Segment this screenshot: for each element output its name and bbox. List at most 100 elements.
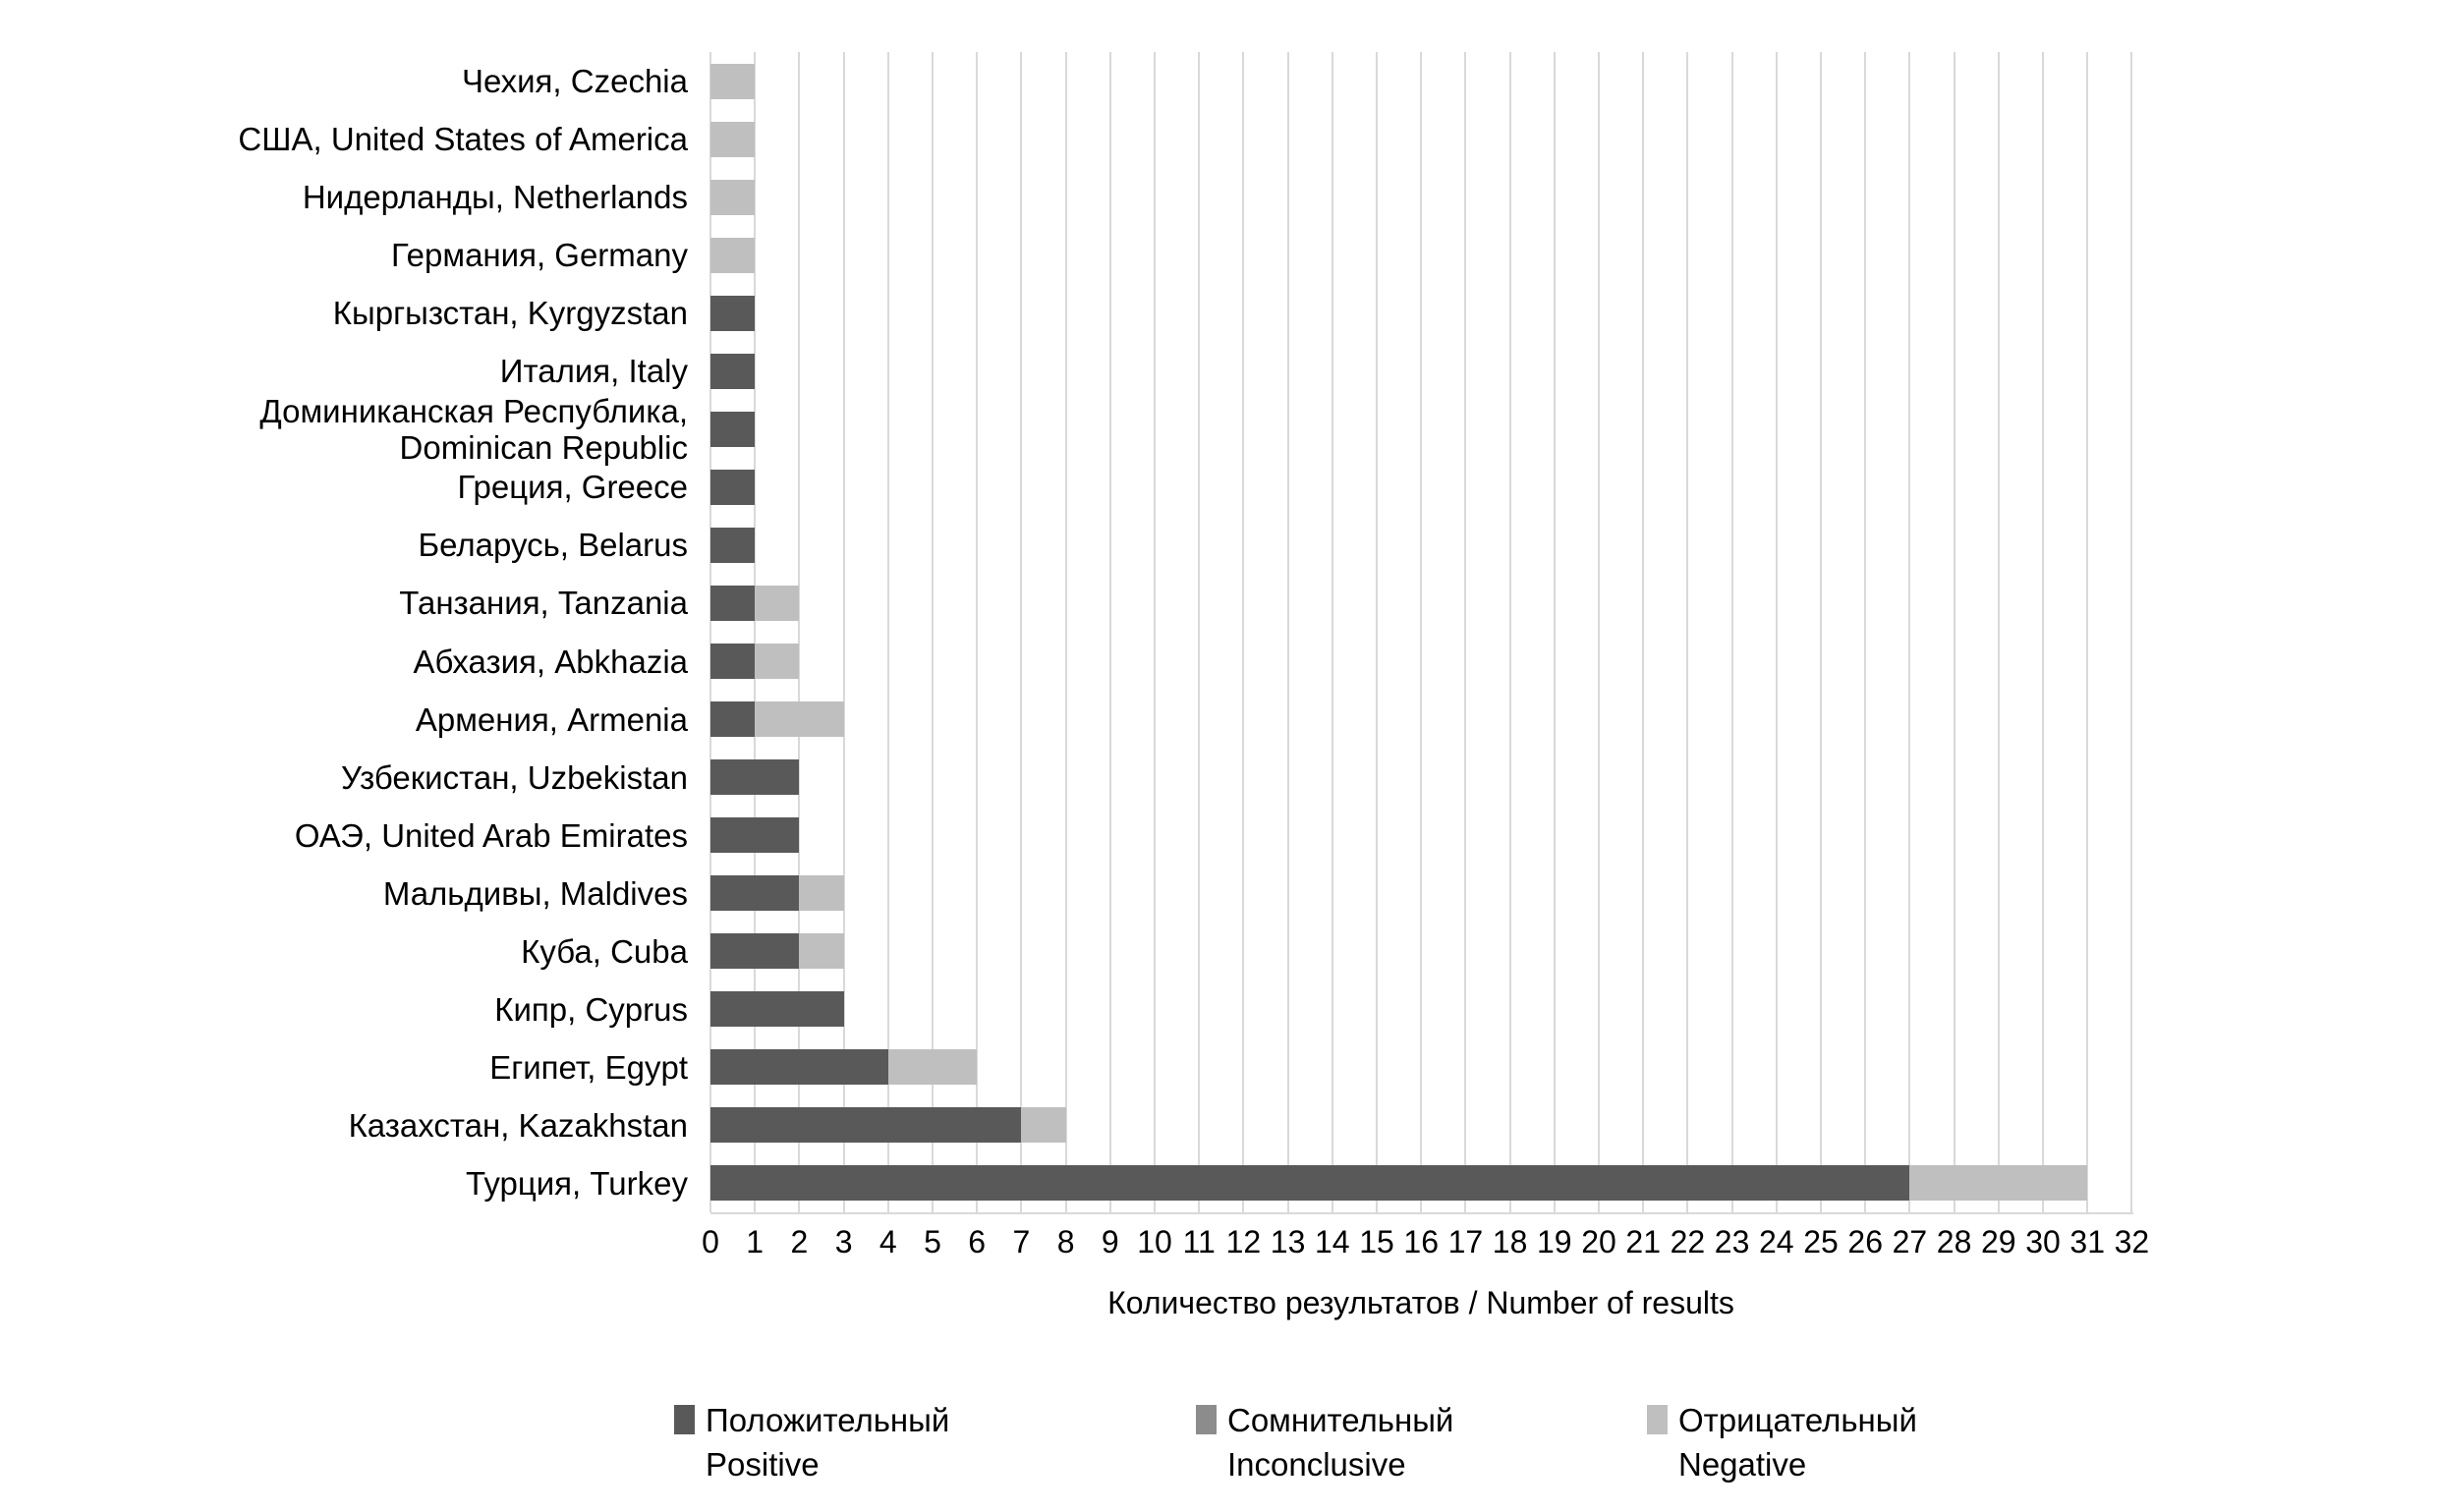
gridline bbox=[1553, 52, 1556, 1212]
gridline bbox=[1020, 52, 1023, 1212]
x-tick-label: 13 bbox=[1270, 1224, 1306, 1260]
category-label: Италия, Italy bbox=[499, 353, 688, 390]
x-tick-label: 26 bbox=[1847, 1224, 1883, 1260]
x-tick-label: 16 bbox=[1403, 1224, 1439, 1260]
gridline bbox=[1775, 52, 1778, 1212]
bar-segment-positive bbox=[710, 295, 756, 331]
x-tick-label: 22 bbox=[1670, 1224, 1706, 1260]
x-tick-label: 4 bbox=[878, 1224, 897, 1260]
x-tick-label: 6 bbox=[968, 1224, 987, 1260]
gridline bbox=[886, 52, 889, 1212]
gridline bbox=[2042, 52, 2044, 1212]
gridline bbox=[1154, 52, 1156, 1212]
legend-swatch-positive bbox=[674, 1405, 695, 1434]
gridline bbox=[1598, 52, 1600, 1212]
bar-segment-negative bbox=[799, 933, 844, 970]
gridline bbox=[709, 52, 711, 1212]
category-label: Кипр, Cyprus bbox=[494, 990, 688, 1028]
category-label: Чехия, Czechia bbox=[462, 63, 688, 100]
gridline bbox=[976, 52, 979, 1212]
plot-bottom-border bbox=[710, 1212, 2134, 1214]
gridline bbox=[1642, 52, 1645, 1212]
x-tick-label: 29 bbox=[1981, 1224, 2016, 1260]
category-label: Узбекистан, Uzbekistan bbox=[340, 758, 688, 796]
category-label: Абхазия, Abkhazia bbox=[413, 643, 688, 680]
x-tick-label: 24 bbox=[1759, 1224, 1794, 1260]
legend-swatch-negative bbox=[1647, 1405, 1668, 1434]
gridline bbox=[1508, 52, 1511, 1212]
category-label: Мальдивы, Maldives bbox=[382, 874, 688, 912]
bar-segment-negative bbox=[710, 179, 756, 215]
bar-segment-positive bbox=[710, 644, 756, 680]
gridline bbox=[1997, 52, 2000, 1212]
category-label: Египет, Egypt bbox=[489, 1048, 688, 1086]
category-label: ОАЭ, United Arab Emirates bbox=[294, 816, 688, 854]
legend-label-negative: Отрицательный Negative bbox=[1678, 1402, 1917, 1483]
gridline bbox=[1242, 52, 1245, 1212]
x-tick-label: 15 bbox=[1359, 1224, 1394, 1260]
x-tick-label: 31 bbox=[2069, 1224, 2105, 1260]
bar-segment-positive bbox=[710, 701, 756, 738]
gridline bbox=[2086, 52, 2089, 1212]
x-tick-label: 8 bbox=[1056, 1224, 1075, 1260]
bar-segment-positive bbox=[710, 933, 800, 970]
gridline bbox=[1908, 52, 1911, 1212]
bar-segment-negative bbox=[755, 644, 800, 680]
bar-segment-negative bbox=[1021, 1107, 1066, 1144]
bar-segment-positive bbox=[710, 353, 756, 389]
gridline bbox=[754, 52, 757, 1212]
gridline bbox=[1730, 52, 1733, 1212]
category-label: Танзания, Tanzania bbox=[399, 585, 688, 622]
x-tick-label: 21 bbox=[1625, 1224, 1661, 1260]
bar-segment-positive bbox=[710, 875, 800, 912]
bar-segment-negative bbox=[799, 875, 844, 912]
x-tick-label: 1 bbox=[746, 1224, 765, 1260]
category-label: Германия, Germany bbox=[391, 237, 688, 274]
gridline bbox=[1420, 52, 1423, 1212]
bar-segment-negative bbox=[755, 585, 800, 621]
bar-segment-negative bbox=[1909, 1165, 2088, 1202]
gridline bbox=[1464, 52, 1467, 1212]
bar-segment-negative bbox=[710, 237, 756, 273]
gridline bbox=[798, 52, 801, 1212]
gridline bbox=[1108, 52, 1111, 1212]
x-tick-label: 32 bbox=[2114, 1224, 2150, 1260]
legend-label-positive: Положительный Positive bbox=[706, 1402, 950, 1483]
category-label: Куба, Cuba bbox=[521, 932, 688, 970]
x-tick-label: 14 bbox=[1315, 1224, 1350, 1260]
x-tick-label: 25 bbox=[1803, 1224, 1839, 1260]
x-tick-label: 11 bbox=[1182, 1224, 1216, 1260]
bar-segment-negative bbox=[755, 701, 844, 738]
category-label: Доминиканская Республика, Dominican Repub… bbox=[259, 392, 688, 466]
x-tick-label: 2 bbox=[790, 1224, 809, 1260]
gridline bbox=[1376, 52, 1378, 1212]
category-label: Армения, Armenia bbox=[415, 700, 688, 738]
gridline bbox=[1953, 52, 1955, 1212]
bar-segment-positive bbox=[710, 1049, 888, 1086]
x-tick-label: 12 bbox=[1225, 1224, 1262, 1260]
gridline bbox=[842, 52, 845, 1212]
x-tick-label: 0 bbox=[702, 1224, 719, 1260]
x-tick-label: 23 bbox=[1714, 1224, 1750, 1260]
x-axis-title: Количество результатов / Number of resul… bbox=[1107, 1285, 1734, 1320]
gridline bbox=[1864, 52, 1867, 1212]
x-tick-label: 17 bbox=[1447, 1224, 1484, 1260]
category-label: Казахстан, Kazakhstan bbox=[348, 1106, 688, 1144]
bar-segment-positive bbox=[710, 1107, 1022, 1144]
category-label: Нидерланды, Netherlands bbox=[302, 179, 688, 216]
bar-segment-positive bbox=[710, 585, 756, 621]
legend-label-inconclusive: Сомнительный Inconclusive bbox=[1227, 1402, 1454, 1483]
x-tick-label: 18 bbox=[1492, 1224, 1528, 1260]
bar-segment-positive bbox=[710, 991, 844, 1028]
gridline bbox=[2130, 52, 2133, 1212]
gridline bbox=[1686, 52, 1689, 1212]
bar-segment-positive bbox=[710, 411, 756, 447]
x-tick-label: 27 bbox=[1892, 1224, 1928, 1260]
x-tick-label: 9 bbox=[1101, 1224, 1119, 1260]
category-label: Кыргызстан, Kyrgyzstan bbox=[332, 295, 688, 332]
gridline bbox=[1198, 52, 1201, 1212]
x-tick-label: 5 bbox=[924, 1224, 941, 1260]
bar-segment-negative bbox=[710, 121, 756, 157]
x-tick-label: 19 bbox=[1537, 1224, 1572, 1260]
x-tick-label: 3 bbox=[834, 1224, 853, 1260]
